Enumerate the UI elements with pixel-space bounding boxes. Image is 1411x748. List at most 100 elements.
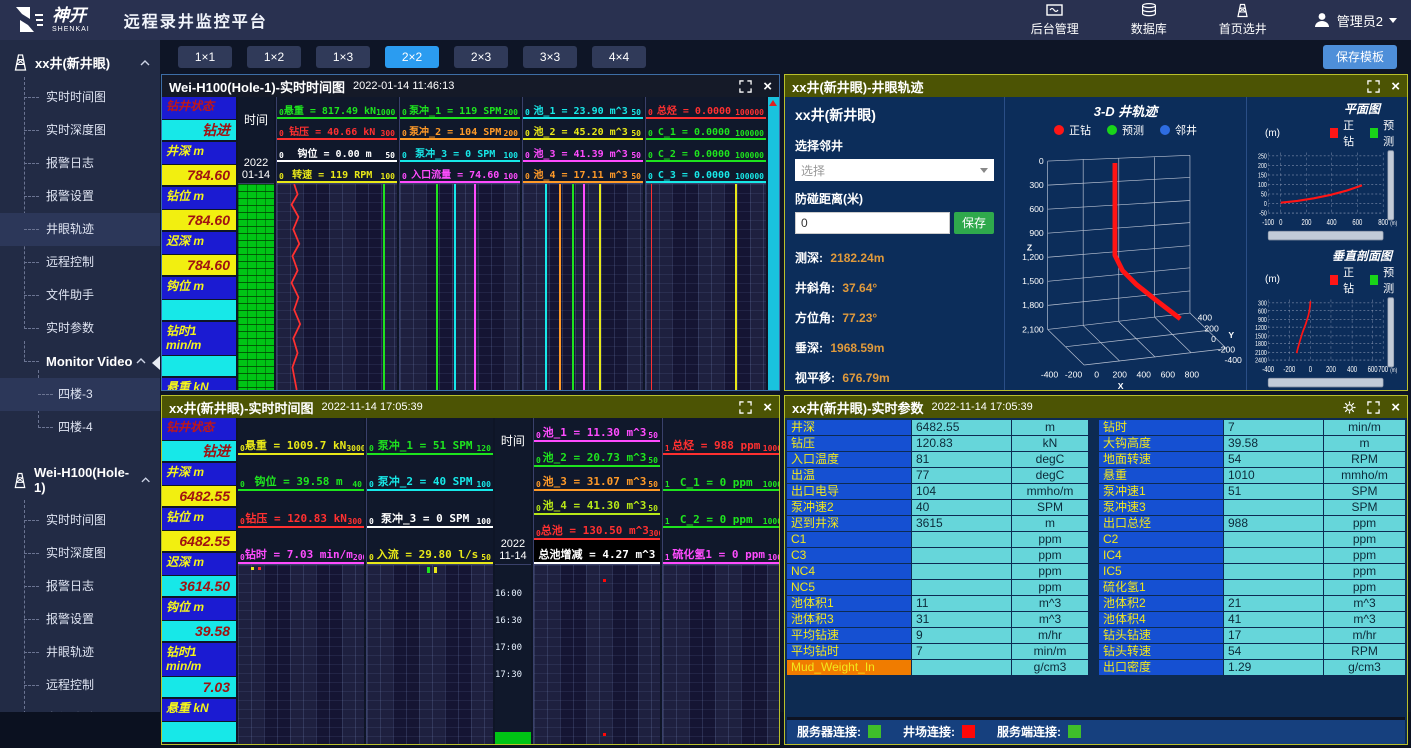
- param-unit: SPM: [1012, 500, 1088, 515]
- trajectory-3d: 3-D 井轨迹 正钻 预测 邻井: [1005, 97, 1247, 390]
- sidebar-item[interactable]: 实时时间图: [0, 504, 160, 537]
- expand-icon[interactable]: [739, 80, 752, 93]
- parameter-label: 井深 m: [162, 142, 236, 164]
- curve-min: 1: [665, 517, 670, 526]
- sidebar-item[interactable]: 远程控制: [0, 246, 160, 279]
- chevron-up-icon: [136, 358, 146, 364]
- param-name: 泵冲速2: [787, 500, 911, 515]
- plan-canvas[interactable]: 250200 150100 500 -50 -1000 200400 60080…: [1251, 149, 1403, 243]
- nav-home-wells[interactable]: 首页选井: [1219, 3, 1267, 37]
- well-name: xx井(新井眼): [35, 53, 110, 72]
- sidebar-item[interactable]: 报警设置: [0, 180, 160, 213]
- close-icon[interactable]: ×: [1391, 400, 1400, 415]
- param-unit: ppm: [1012, 580, 1088, 595]
- track-3-plot[interactable]: [523, 184, 643, 390]
- section-vscrollbar[interactable]: [1388, 297, 1394, 366]
- svg-text:-200: -200: [1218, 344, 1235, 354]
- param-name: 钻时: [1099, 420, 1223, 435]
- track-4: 0 总烃 = 0.0000 100000 0 C_1 = 0.0000 1000…: [645, 97, 766, 390]
- app-root: 神开 SHENKAI 远程录井监控平台 后台管理 数据库: [0, 0, 1411, 712]
- track-4-plot[interactable]: [646, 184, 766, 390]
- svg-text:-400: -400: [1041, 369, 1058, 379]
- sidebar-item[interactable]: 四楼-3: [0, 378, 160, 411]
- chevron-up-icon: [141, 477, 150, 483]
- layout-button[interactable]: 4×4: [592, 46, 646, 68]
- curve-max: 100: [476, 517, 490, 526]
- expand-icon[interactable]: [1367, 401, 1380, 414]
- nav-database[interactable]: 数据库: [1131, 3, 1167, 37]
- sidebar: xx井(新井眼) 实时时间图 实时深度图 报警日志 报警设置 井眼轨迹 远程控制…: [0, 40, 160, 712]
- panel-header-icons: ×: [739, 79, 772, 94]
- save-template-button[interactable]: 保存模板: [1323, 45, 1397, 69]
- vertical-scrollbar[interactable]: [768, 97, 779, 390]
- sidebar-item[interactable]: 报警设置: [0, 603, 160, 636]
- connection-label: 服务端连接:: [997, 723, 1061, 740]
- parameter-cell: 钻位 m 784.60: [162, 187, 236, 230]
- plan-vscrollbar[interactable]: [1388, 151, 1394, 220]
- param-name: 出口密度: [1099, 660, 1223, 675]
- close-icon[interactable]: ×: [1391, 79, 1400, 94]
- plan-hscrollbar[interactable]: [1268, 231, 1383, 240]
- sidebar-item[interactable]: 实时深度图: [0, 537, 160, 570]
- param-name: NC4: [787, 564, 911, 579]
- neighbor-select[interactable]: 选择: [795, 159, 994, 181]
- svg-text:-100: -100: [1262, 220, 1274, 228]
- track-2-plot[interactable]: [367, 565, 493, 744]
- svg-text:600: 600: [1352, 220, 1362, 228]
- sidebar-item-monitor-video[interactable]: Monitor Video: [0, 345, 160, 378]
- layout-button[interactable]: 1×2: [247, 46, 301, 68]
- user-menu[interactable]: 管理员2: [1313, 11, 1397, 30]
- curve-max: 300: [348, 517, 362, 526]
- sidebar-well-1[interactable]: xx井(新井眼): [0, 44, 160, 81]
- layout-button[interactable]: 1×1: [178, 46, 232, 68]
- layout-button[interactable]: 2×3: [454, 46, 508, 68]
- param-value: 11: [912, 596, 1011, 611]
- track-2-plot[interactable]: [400, 184, 520, 390]
- nav-admin[interactable]: 后台管理: [1031, 4, 1079, 37]
- section-canvas[interactable]: 300600 9001200 15001800 21002400 -400-20…: [1251, 296, 1403, 390]
- sidebar-item[interactable]: 实时深度图: [0, 114, 160, 147]
- gear-icon[interactable]: [1343, 401, 1356, 414]
- layout-button[interactable]: 1×3: [316, 46, 370, 68]
- close-icon[interactable]: ×: [763, 79, 772, 94]
- param-unit: SPM: [1324, 484, 1405, 499]
- drilling-status-strip: [495, 732, 531, 744]
- scroll-up-arrow[interactable]: [769, 100, 777, 106]
- time-tick: 17:00: [495, 643, 531, 653]
- param-unit: ppm: [1012, 548, 1088, 563]
- sidebar-item[interactable]: 井眼轨迹: [0, 636, 160, 669]
- anticollision-distance-input[interactable]: [795, 212, 950, 234]
- layout-button[interactable]: 2×2: [385, 46, 439, 68]
- anticollision-label: 防碰距离(米): [795, 190, 994, 207]
- sidebar-collapse-handle[interactable]: [152, 356, 160, 370]
- sidebar-item[interactable]: 文件助手: [0, 702, 160, 712]
- table-row: Mud_Weight_In g/cm3 出口密度 1.29 g/cm3: [787, 660, 1405, 675]
- sidebar-well-2[interactable]: Wei-H100(Hole-1): [0, 456, 160, 504]
- sidebar-item[interactable]: 井眼轨迹: [0, 213, 160, 246]
- sidebar-item[interactable]: 报警日志: [0, 147, 160, 180]
- expand-icon[interactable]: [739, 401, 752, 414]
- panel-header: xx井(新井眼)-实时参数 2022-11-14 17:05:39: [785, 396, 1407, 418]
- svg-text:0: 0: [1211, 334, 1216, 344]
- track-1-plot[interactable]: [238, 565, 364, 744]
- track-4-plot[interactable]: [663, 565, 779, 744]
- sidebar-item[interactable]: 报警日志: [0, 570, 160, 603]
- curve-max: 300: [649, 529, 660, 538]
- sidebar-item[interactable]: 实时时间图: [0, 81, 160, 114]
- expand-icon[interactable]: [1367, 80, 1380, 93]
- save-distance-button[interactable]: 保存: [954, 212, 994, 234]
- status-track: [238, 184, 274, 390]
- track-3-plot[interactable]: [534, 565, 660, 744]
- sidebar-item[interactable]: 四楼-4: [0, 411, 160, 444]
- sidebar-item[interactable]: 文件助手: [0, 279, 160, 312]
- svg-text:1500: 1500: [1255, 332, 1267, 340]
- track-1-plot[interactable]: [277, 184, 397, 390]
- section-hscrollbar[interactable]: [1268, 378, 1383, 387]
- parameter-label: 钻位 m: [162, 508, 236, 530]
- plot3d-canvas[interactable]: 0 300 600 900 1,200 1,500 1,800 2,100 Z: [1005, 138, 1246, 390]
- layout-button[interactable]: 3×3: [523, 46, 577, 68]
- parameter-value: [162, 722, 236, 742]
- panel-body: 井深 6482.55 m 钻时 7 min/m 钻压 120.83 kN 大钩高…: [785, 418, 1407, 744]
- sidebar-item[interactable]: 远程控制: [0, 669, 160, 702]
- close-icon[interactable]: ×: [763, 400, 772, 415]
